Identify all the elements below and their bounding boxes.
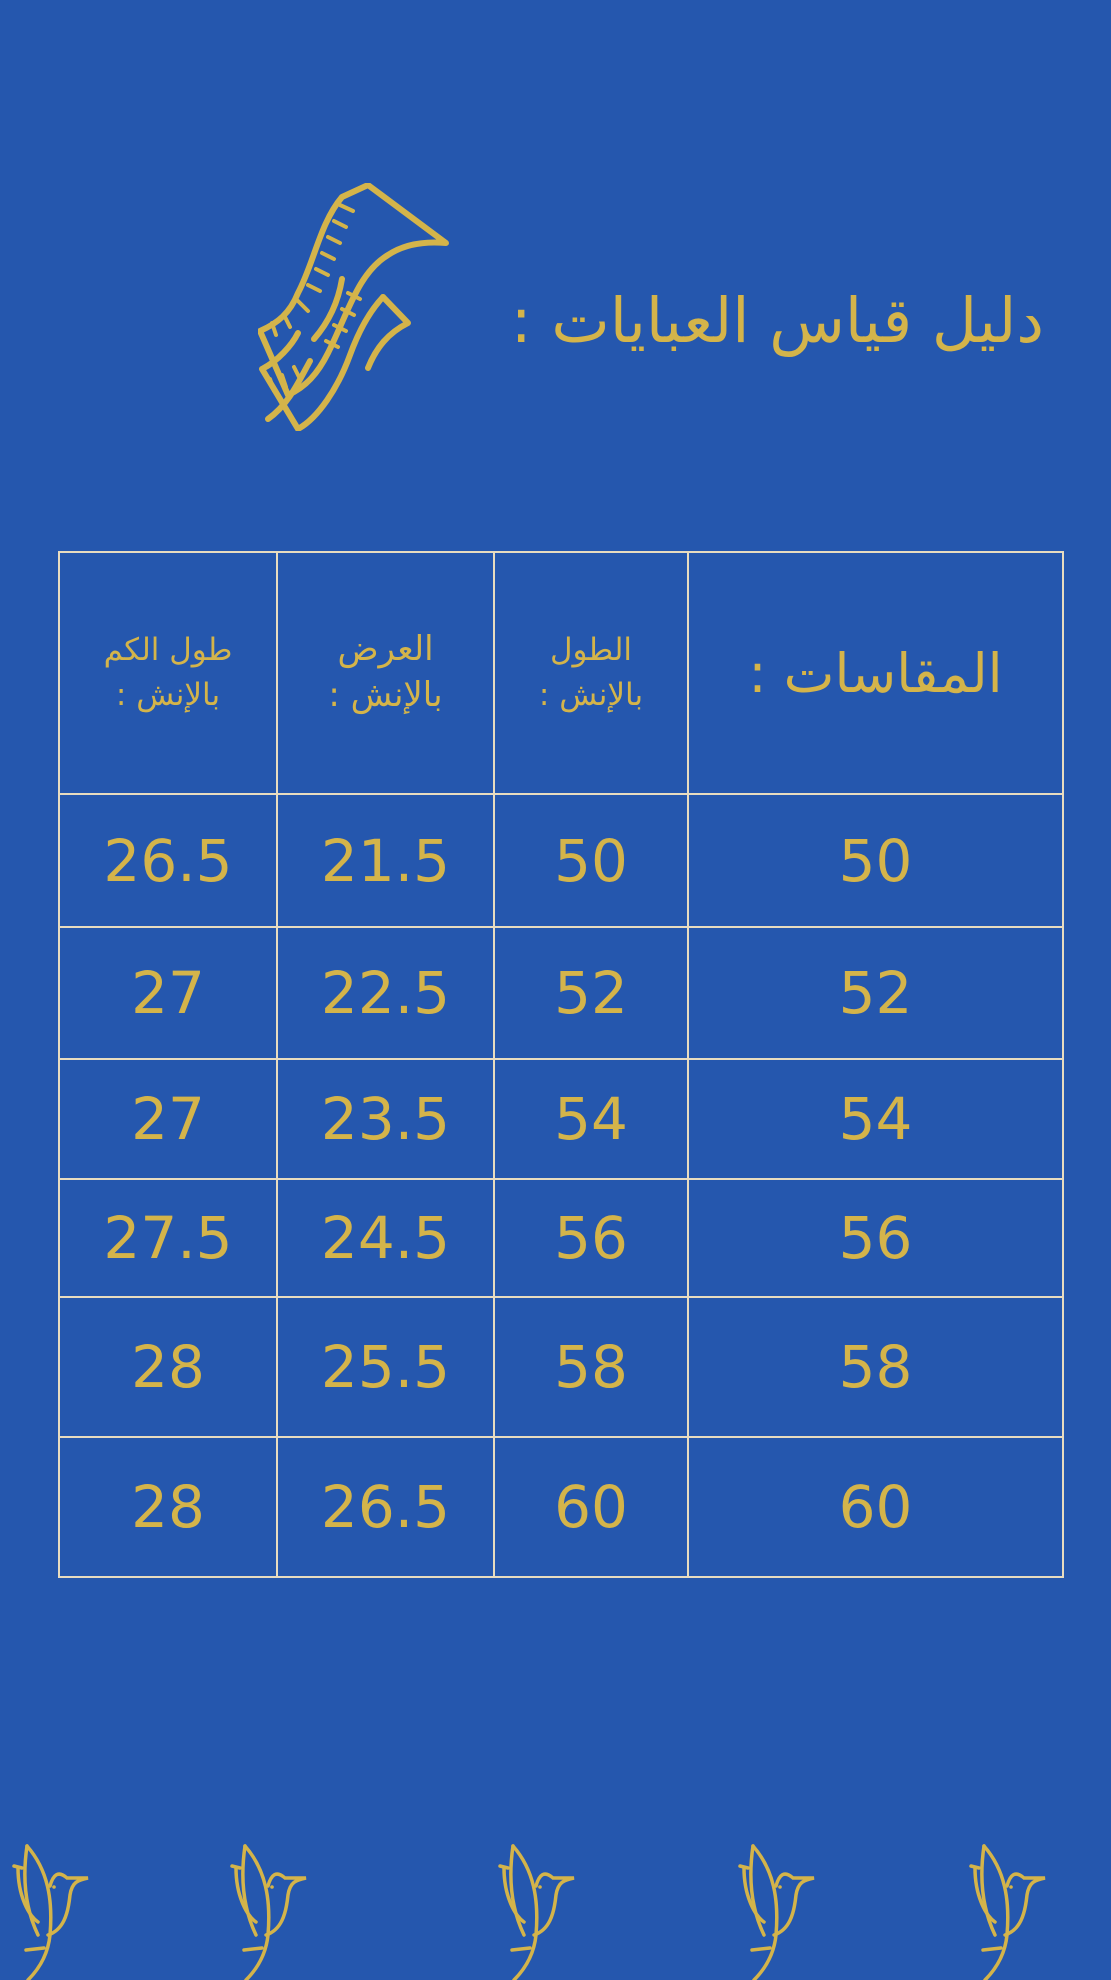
table-row: 27 22.5 52 52 xyxy=(58,926,1064,1060)
table-cell: 54 xyxy=(493,1058,689,1180)
measuring-tape-icon xyxy=(258,183,449,431)
table-cell: 50 xyxy=(687,793,1064,928)
table-row: 26.5 21.5 50 50 xyxy=(58,793,1064,928)
table-cell: 50 xyxy=(493,793,689,928)
table-cell: 26.5 xyxy=(58,793,278,928)
table-header-row: طول الكم بالإنش : العرض بالإنش : الطول بالإ… xyxy=(58,551,1064,795)
table-row: 27.5 24.5 56 56 xyxy=(58,1178,1064,1298)
table-cell: 22.5 xyxy=(276,926,495,1060)
table-cell: 28 xyxy=(58,1296,278,1438)
bird-icon xyxy=(498,1844,575,1980)
size-chart-table: طول الكم بالإنش : العرض بالإنش : الطول بالإ… xyxy=(58,551,1064,1578)
table-cell: 24.5 xyxy=(276,1178,495,1298)
table-cell: 56 xyxy=(687,1178,1064,1298)
table-cell: 28 xyxy=(58,1436,278,1578)
table-cell: 26.5 xyxy=(276,1436,495,1578)
table-cell: 27 xyxy=(58,926,278,1060)
header-line: الطول xyxy=(549,632,633,669)
bird-icon xyxy=(969,1844,1046,1980)
table-cell: 21.5 xyxy=(276,793,495,928)
table-cell: 52 xyxy=(687,926,1064,1060)
table-row: 28 26.5 60 60 xyxy=(58,1436,1064,1578)
bird-border xyxy=(0,1840,1111,1980)
header-line: المقاسات : xyxy=(748,641,1003,705)
table-cell: 54 xyxy=(687,1058,1064,1180)
bird-icon xyxy=(12,1844,89,1980)
table-cell: 25.5 xyxy=(276,1296,495,1438)
header-line: بالإنش : xyxy=(115,677,221,713)
bird-icon xyxy=(738,1844,815,1980)
header-length: الطول بالإنش : xyxy=(493,551,689,795)
table-cell: 60 xyxy=(687,1436,1064,1578)
table-cell: 58 xyxy=(687,1296,1064,1438)
bird-icon xyxy=(230,1844,307,1980)
header-sizes: المقاسات : xyxy=(687,551,1064,795)
table-cell: 52 xyxy=(493,926,689,1060)
table-cell: 56 xyxy=(493,1178,689,1298)
header-line: بالإنش : xyxy=(538,677,644,713)
table-cell: 27 xyxy=(58,1058,278,1180)
table-cell: 60 xyxy=(493,1436,689,1578)
header-line: بالإنش : xyxy=(328,675,443,715)
page-title: دليل قياس العبايات : xyxy=(510,284,1044,357)
table-row: 28 25.5 58 58 xyxy=(58,1296,1064,1438)
header-sleeve-length: طول الكم بالإنش : xyxy=(58,551,278,795)
table-cell: 23.5 xyxy=(276,1058,495,1180)
header-line: العرض xyxy=(337,629,434,670)
table-cell: 58 xyxy=(493,1296,689,1438)
table-row: 27 23.5 54 54 xyxy=(58,1058,1064,1180)
header-width: العرض بالإنش : xyxy=(276,551,495,795)
table-cell: 27.5 xyxy=(58,1178,278,1298)
header-line: طول الكم xyxy=(103,632,233,669)
